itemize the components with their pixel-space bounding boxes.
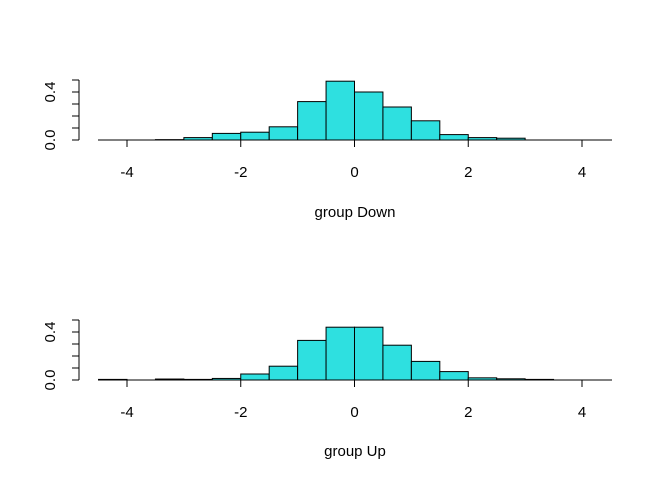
x-tick-label: 0 xyxy=(350,164,358,181)
histogram-bar xyxy=(268,365,299,381)
histogram-bar xyxy=(297,101,327,141)
x-axis-label: group Down xyxy=(315,204,396,221)
x-tick-label: 2 xyxy=(464,404,472,421)
histogram-bar xyxy=(410,120,441,141)
x-tick-label: -2 xyxy=(234,404,247,421)
x-tick-label: 4 xyxy=(578,404,586,421)
y-tick-label: 0.0 xyxy=(42,370,59,391)
histogram-bar xyxy=(211,132,242,141)
x-tick-label: -2 xyxy=(234,164,247,181)
y-tick-label: 0.0 xyxy=(42,130,59,151)
histogram-bar xyxy=(410,360,441,381)
x-tick-label: -4 xyxy=(120,164,133,181)
histogram-bar xyxy=(354,326,384,381)
histogram-bar xyxy=(98,378,128,381)
x-axis-label: group Up xyxy=(324,443,386,460)
histogram-bar xyxy=(297,339,327,381)
x-tick-label: 0 xyxy=(350,404,358,421)
histogram-bar xyxy=(382,106,412,141)
histogram-bar xyxy=(325,326,355,381)
histogram-bar xyxy=(439,134,469,141)
y-tick-label: 0.4 xyxy=(42,322,59,343)
x-tick-label: 2 xyxy=(464,164,472,181)
histogram-bar xyxy=(325,80,355,141)
histogram-bar xyxy=(439,371,469,381)
histogram-bar xyxy=(268,126,299,141)
histogram-bar xyxy=(240,373,270,381)
x-tick-label: 4 xyxy=(578,164,586,181)
histogram-panel-1: -4 -2 0 2 4 0.0 0.4 group Down xyxy=(42,79,612,221)
y-tick-label: 0.4 xyxy=(42,82,59,103)
histogram-bar xyxy=(382,344,412,381)
histogram-bar xyxy=(354,91,384,141)
x-tick-label: -4 xyxy=(120,404,133,421)
histogram-bar xyxy=(240,131,270,141)
histogram-panel-2: -4 -2 0 2 4 0.0 0.4 group Up xyxy=(42,319,612,460)
